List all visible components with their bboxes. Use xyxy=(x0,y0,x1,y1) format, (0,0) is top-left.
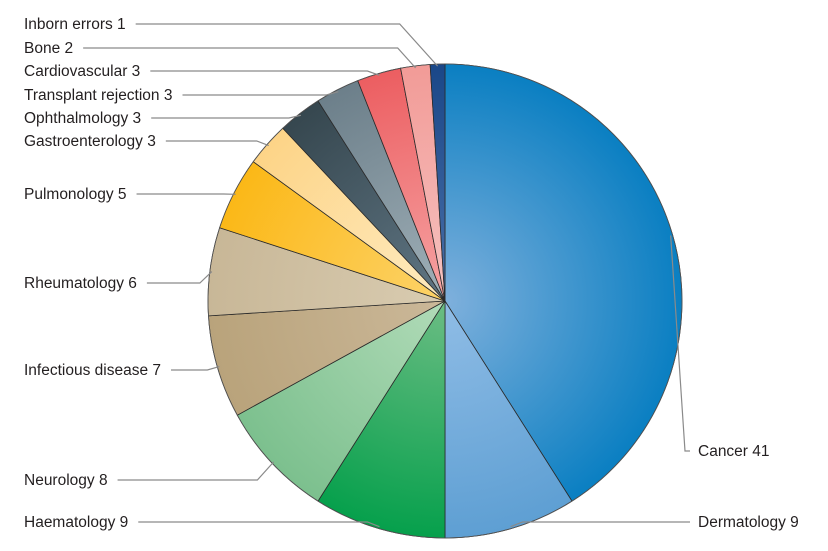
label-neurology: Neurology 8 xyxy=(24,472,108,489)
pie-outline xyxy=(207,63,683,539)
label-gastroenterology: Gastroenterology 3 xyxy=(24,133,156,150)
slices xyxy=(207,63,683,539)
leader-haematology xyxy=(138,521,380,528)
leader-lines xyxy=(83,23,690,528)
label-transplant-rejection: Transplant rejection 3 xyxy=(24,87,172,104)
label-ophthalmology: Ophthalmology 3 xyxy=(24,110,141,127)
leader-transplant-rejection xyxy=(182,91,339,96)
label-cardiovascular: Cardiovascular 3 xyxy=(24,63,140,80)
leader-inborn-errors xyxy=(135,23,439,67)
leader-rheumatology xyxy=(146,271,213,284)
label-rheumatology: Rheumatology 6 xyxy=(24,275,137,292)
leader-infectious-disease xyxy=(171,365,220,371)
slice-labels: Cancer 41 Dermatology 9 Haematology 9 Neuro… xyxy=(24,16,799,531)
leader-dermatology xyxy=(510,521,690,528)
label-pulmonology: Pulmonology 5 xyxy=(24,186,127,203)
leader-neurology xyxy=(117,461,275,481)
label-bone: Bone 2 xyxy=(24,40,73,57)
leader-gastroenterology xyxy=(165,140,269,147)
leader-bone xyxy=(83,47,416,69)
leader-cardiovascular xyxy=(150,70,380,76)
label-haematology: Haematology 9 xyxy=(24,514,128,531)
label-dermatology: Dermatology 9 xyxy=(698,514,799,531)
label-inborn-errors: Inborn errors 1 xyxy=(24,16,126,33)
label-infectious-disease: Infectious disease 7 xyxy=(24,362,161,379)
label-cancer: Cancer 41 xyxy=(698,443,770,460)
leader-ophthalmology xyxy=(151,114,302,119)
leader-cancer xyxy=(670,235,690,452)
